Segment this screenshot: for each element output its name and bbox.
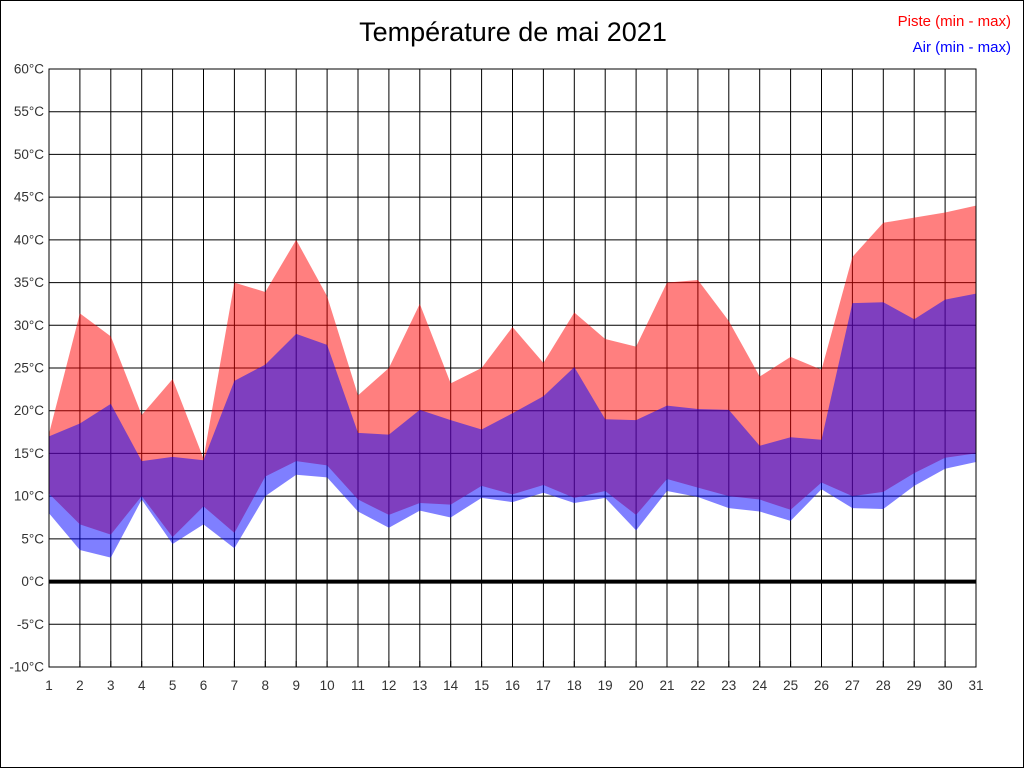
svg-text:6: 6 bbox=[200, 678, 208, 693]
svg-text:30: 30 bbox=[938, 678, 953, 693]
svg-text:26: 26 bbox=[814, 678, 829, 693]
svg-text:31: 31 bbox=[968, 678, 983, 693]
svg-text:17: 17 bbox=[536, 678, 551, 693]
svg-text:9: 9 bbox=[292, 678, 300, 693]
svg-text:16: 16 bbox=[505, 678, 520, 693]
svg-text:25°C: 25°C bbox=[14, 361, 44, 376]
svg-text:28: 28 bbox=[876, 678, 891, 693]
svg-text:60°C: 60°C bbox=[14, 62, 44, 77]
legend: Piste (min - max) Air (min - max) bbox=[898, 9, 1011, 61]
svg-text:45°C: 45°C bbox=[14, 190, 44, 205]
air-band bbox=[49, 293, 976, 558]
svg-text:21: 21 bbox=[659, 678, 674, 693]
svg-text:-5°C: -5°C bbox=[17, 617, 44, 632]
svg-text:24: 24 bbox=[752, 678, 768, 693]
svg-text:5°C: 5°C bbox=[21, 531, 44, 546]
svg-text:50°C: 50°C bbox=[14, 147, 44, 162]
svg-text:25: 25 bbox=[783, 678, 798, 693]
svg-text:20°C: 20°C bbox=[14, 403, 44, 418]
svg-text:23: 23 bbox=[721, 678, 736, 693]
svg-text:14: 14 bbox=[443, 678, 459, 693]
svg-text:-10°C: -10°C bbox=[9, 660, 44, 675]
svg-text:29: 29 bbox=[907, 678, 922, 693]
chart-title: Température de mai 2021 bbox=[359, 17, 667, 47]
svg-text:4: 4 bbox=[138, 678, 146, 693]
svg-text:1: 1 bbox=[45, 678, 53, 693]
legend-air-label: Air (min - max) bbox=[912, 39, 1011, 56]
svg-text:35°C: 35°C bbox=[14, 275, 44, 290]
svg-text:13: 13 bbox=[412, 678, 427, 693]
svg-text:8: 8 bbox=[262, 678, 270, 693]
svg-text:27: 27 bbox=[845, 678, 860, 693]
svg-text:10°C: 10°C bbox=[14, 489, 44, 504]
x-axis-labels: 1 2 3 4 5 6 7 8 9 10 11 12 13 14 15 16 17 18 19 20 21 22 23 24 2… bbox=[45, 678, 983, 693]
svg-text:7: 7 bbox=[231, 678, 239, 693]
svg-text:19: 19 bbox=[598, 678, 613, 693]
svg-text:3: 3 bbox=[107, 678, 115, 693]
svg-text:2: 2 bbox=[76, 678, 84, 693]
svg-text:20: 20 bbox=[629, 678, 644, 693]
svg-text:12: 12 bbox=[381, 678, 396, 693]
svg-text:18: 18 bbox=[567, 678, 582, 693]
svg-text:11: 11 bbox=[351, 678, 365, 693]
svg-text:10: 10 bbox=[320, 678, 335, 693]
svg-text:15: 15 bbox=[474, 678, 489, 693]
svg-text:40°C: 40°C bbox=[14, 232, 44, 247]
svg-text:15°C: 15°C bbox=[14, 446, 44, 461]
svg-text:30°C: 30°C bbox=[14, 318, 44, 333]
svg-text:22: 22 bbox=[690, 678, 705, 693]
svg-text:0°C: 0°C bbox=[21, 574, 44, 589]
x-axis-ticks bbox=[48, 661, 977, 667]
y-axis-labels: 60°C 55°C 50°C 45°C 40°C 35°C 30°C 25°C 20°C 15°C… bbox=[9, 62, 44, 675]
legend-piste-label: Piste (min - max) bbox=[897, 13, 1011, 30]
svg-text:55°C: 55°C bbox=[14, 104, 44, 119]
svg-text:5: 5 bbox=[169, 678, 177, 693]
